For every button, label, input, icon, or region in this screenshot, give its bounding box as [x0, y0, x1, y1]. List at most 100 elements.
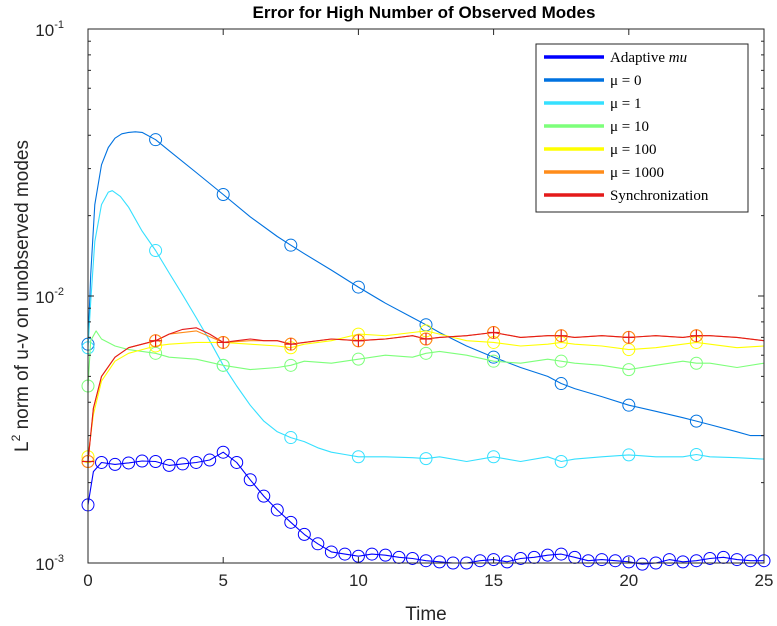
data-point: [635, 557, 649, 571]
data-point: [149, 346, 163, 360]
series-line: [87, 451, 764, 565]
data-point: [149, 133, 163, 147]
data-point: [555, 329, 568, 342]
y-axis-label: L2 norm of u-v on unobserved modes: [9, 140, 33, 452]
series-line: [87, 190, 765, 463]
x-tick-label: 20: [619, 571, 638, 590]
y-tick-label: 10-1: [35, 19, 64, 40]
data-point: [419, 554, 433, 568]
x-tick-label: 10: [349, 571, 368, 590]
data-point: [324, 545, 338, 559]
data-point: [162, 458, 176, 472]
legend-item: μ = 100: [544, 142, 657, 158]
data-point: [189, 455, 203, 469]
legend-item: Synchronization: [544, 188, 709, 204]
data-point: [365, 547, 379, 561]
data-point: [351, 280, 365, 294]
x-axis-label: Time: [405, 604, 447, 625]
data-point: [176, 457, 190, 471]
data-point: [420, 333, 432, 346]
data-point: [405, 551, 419, 565]
data-point: [433, 555, 447, 569]
y-tick-label: 10-3: [35, 553, 64, 574]
data-point: [541, 548, 555, 562]
legend-item: μ = 0: [544, 73, 642, 89]
legend-label: μ = 10: [610, 119, 649, 135]
data-point: [487, 350, 501, 364]
legend-item: μ = 10: [544, 119, 649, 135]
data-point: [149, 334, 162, 347]
data-point: [338, 547, 352, 561]
data-point: [230, 455, 244, 469]
data-point: [622, 448, 636, 462]
data-point: [216, 358, 230, 372]
data-point: [95, 455, 109, 469]
data-point: [284, 515, 298, 529]
y-axis-label-prefix: L: [12, 441, 33, 452]
data-point: [284, 358, 298, 372]
data-point: [689, 554, 703, 568]
data-point: [216, 187, 230, 201]
data-point: [122, 456, 136, 470]
y-axis-label-rest: norm of u-v on unobserved modes: [12, 140, 33, 435]
legend-label: Synchronization: [610, 188, 709, 204]
data-point: [284, 431, 298, 445]
data-point: [257, 489, 271, 503]
data-point: [622, 331, 635, 344]
data-point: [473, 554, 487, 568]
data-point: [554, 454, 568, 468]
data-point: [284, 338, 297, 351]
legend-label: μ = 1: [610, 96, 642, 112]
data-point: [217, 336, 230, 349]
data-point: [487, 354, 501, 368]
data-point: [500, 555, 514, 569]
legend-items: Adaptive mu μ = 0 μ = 1 μ = 10 μ = 100 μ = 10…: [544, 50, 709, 204]
data-point: [689, 356, 703, 370]
data-point: [487, 553, 501, 567]
data-point: [581, 554, 595, 568]
data-point: [622, 398, 636, 412]
data-point: [622, 555, 636, 569]
data-point: [284, 238, 298, 252]
data-point: [662, 553, 676, 567]
data-point: [595, 553, 609, 567]
legend-item: μ = 1000: [544, 165, 664, 181]
legend-item: μ = 1: [544, 96, 642, 112]
series-line: [87, 131, 764, 437]
chart-title: Error for High Number of Observed Modes: [253, 3, 596, 22]
data-point: [743, 554, 757, 568]
data-point: [730, 553, 744, 567]
x-tick-label: 0: [83, 571, 92, 590]
x-tick-label: 5: [218, 571, 227, 590]
data-point: [514, 551, 528, 565]
data-point: [690, 329, 703, 342]
data-point: [216, 445, 230, 459]
data-point: [554, 354, 568, 368]
y-axis-label-sup: 2: [9, 434, 23, 441]
data-point: [676, 555, 690, 569]
series-line: [87, 330, 765, 457]
series-2: [81, 190, 765, 468]
x-tick-label: 25: [755, 571, 774, 590]
data-point: [703, 551, 717, 565]
data-point: [689, 447, 703, 461]
data-point: [243, 473, 257, 487]
data-point: [203, 453, 217, 467]
data-point: [149, 244, 163, 258]
data-point: [378, 548, 392, 562]
legend-box: [535, 43, 749, 213]
data-point: [689, 414, 703, 428]
legend-label: Adaptive mu: [610, 50, 687, 66]
data-point: [608, 554, 622, 568]
data-point: [419, 346, 433, 360]
legend-label: μ = 0: [610, 73, 642, 89]
data-point: [135, 454, 149, 468]
x-tick-label: 15: [484, 571, 503, 590]
data-point: [311, 537, 325, 551]
legend-item: Adaptive mu: [544, 50, 687, 66]
data-point: [108, 457, 122, 471]
data-point: [419, 452, 433, 466]
data-point: [297, 527, 311, 541]
data-point: [351, 450, 365, 464]
